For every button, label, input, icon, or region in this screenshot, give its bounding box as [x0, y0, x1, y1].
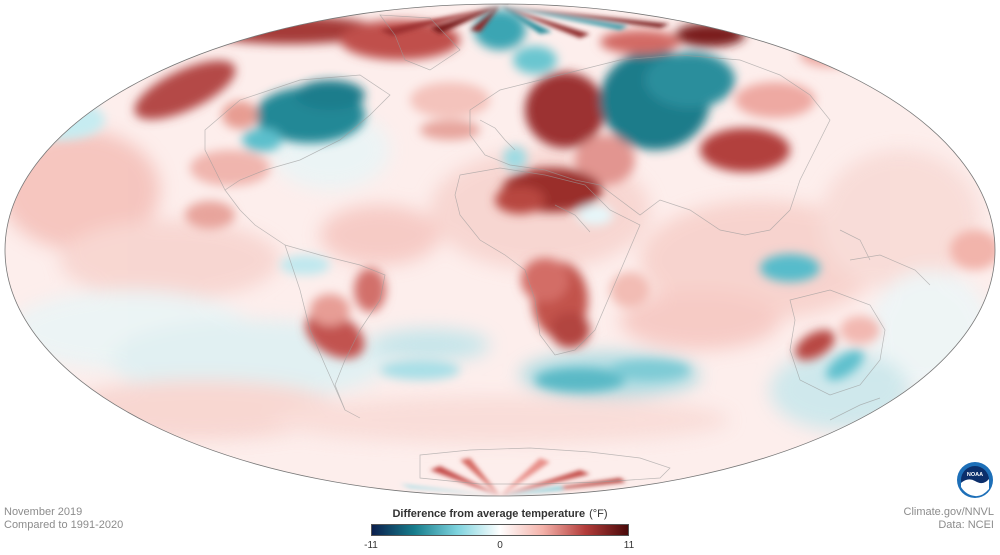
month-year-label: November 2019 [4, 506, 83, 518]
credits: Climate.gov/NNVL Data: NCEI [904, 506, 994, 532]
legend-mid-label: 0 [497, 540, 503, 551]
global-temperature-map [4, 3, 996, 497]
comparison-period-label: Compared to 1991-2020 [4, 519, 124, 531]
continent-outlines [204, 14, 931, 485]
legend-title: Difference from average temperature (°F) [360, 508, 640, 520]
data-source-credit: Data: NCEI [938, 519, 994, 531]
legend-color-bar [371, 524, 629, 536]
legend-max-label: 11 [623, 540, 635, 551]
mollweide-map-svg [4, 3, 996, 497]
noaa-logo-text: NOAA [967, 472, 983, 478]
noaa-logo-graphic: NOAA [957, 462, 993, 498]
legend-min-label: -11 [364, 540, 378, 551]
polar-ray-artifacts [380, 6, 670, 496]
globe-outline [4, 3, 996, 497]
noaa-logo: NOAA [956, 461, 994, 499]
anomaly-field [5, 4, 995, 496]
legend-title-text: Difference from average temperature [392, 508, 586, 520]
legend-unit: (°F) [589, 508, 608, 520]
site-credit: Climate.gov/NNVL [903, 506, 994, 518]
color-legend: Difference from average temperature (°F) … [360, 508, 640, 554]
map-period-info: November 2019 Compared to 1991-2020 [4, 506, 123, 532]
